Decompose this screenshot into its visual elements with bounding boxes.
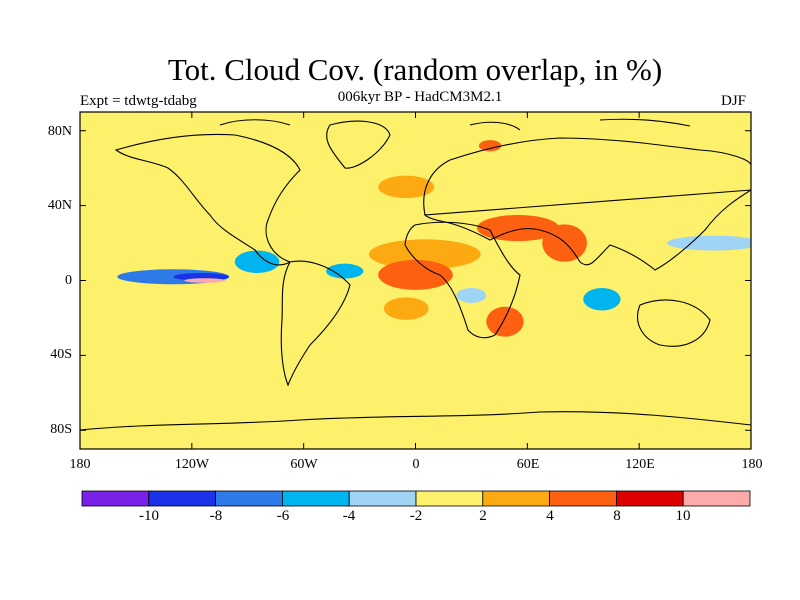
coastline-antarctica — [80, 411, 751, 431]
lon-tick-120e: 120E — [625, 457, 655, 472]
anomaly-region — [542, 224, 587, 262]
colorbar-swatch — [616, 490, 684, 507]
anomaly-region — [378, 259, 453, 290]
lon-tick-120w: 120W — [174, 457, 210, 472]
lat-tick-40n: 40N — [47, 198, 72, 213]
experiment-label: Expt = tdwtg-tdabg — [80, 93, 197, 109]
anomaly-region — [184, 278, 226, 283]
coastline-north-america — [114, 133, 301, 266]
colorbar-label: -2 — [409, 508, 423, 524]
anomaly-region — [326, 263, 364, 279]
lon-tick-180e: 180 — [741, 457, 763, 472]
colorbar-swatch — [281, 490, 350, 507]
colorbar-label: 10 — [675, 508, 691, 524]
map-subtitle: 006kyr BP - HadCM3M2.1 — [337, 89, 503, 105]
colorbar-label: 2 — [479, 508, 487, 524]
anomaly-region — [486, 306, 524, 337]
colorbar-label: 4 — [546, 508, 554, 524]
colorbar-swatch — [215, 490, 283, 507]
lon-tick-60w: 60W — [290, 457, 318, 472]
colorbar-label: -10 — [139, 508, 159, 524]
colorbar-swatch — [482, 490, 550, 507]
colorbar-label: -4 — [342, 508, 356, 524]
coastline-greenland — [326, 120, 391, 169]
lat-tick-40s: 40S — [50, 347, 72, 362]
coastline-south-america — [280, 260, 351, 387]
colorbar — [81, 490, 751, 507]
anomaly-region — [368, 239, 481, 270]
anomaly-region — [234, 250, 280, 274]
map-title: Tot. Cloud Cov. (random overlap, in %) — [167, 52, 663, 87]
anomaly-region — [383, 297, 429, 320]
anomaly-region — [378, 175, 435, 199]
anomaly-regions — [117, 140, 751, 337]
axis-ticks — [79, 112, 752, 449]
colorbar-swatch — [348, 490, 417, 507]
coastline-australia — [637, 299, 711, 347]
colorbar-swatch — [81, 490, 150, 507]
colorbar-label: 8 — [613, 508, 621, 524]
colorbar-swatch — [415, 490, 484, 507]
colorbar-swatch — [549, 490, 617, 507]
anomaly-region — [583, 287, 621, 311]
colorbar-swatch — [148, 490, 217, 507]
lon-tick-60e: 60E — [516, 457, 540, 472]
colorbar-label: -6 — [276, 508, 290, 524]
lat-tick-0: 0 — [65, 273, 72, 288]
anomaly-region — [477, 214, 560, 242]
coastline-arctic-islands — [219, 118, 691, 131]
lat-tick-80s: 80S — [50, 422, 72, 437]
season-label: DJF — [721, 93, 747, 109]
lon-tick-180w: 180 — [69, 457, 91, 472]
coastlines — [80, 118, 751, 431]
lat-tick-80n: 80N — [47, 124, 72, 139]
colorbar-swatch — [682, 490, 751, 507]
anomaly-region — [456, 287, 487, 303]
anomaly-region — [667, 235, 751, 251]
lon-tick-0: 0 — [412, 457, 420, 472]
colorbar-label: -8 — [209, 508, 223, 524]
coastline-africa — [404, 221, 521, 339]
anomaly-region — [478, 140, 502, 152]
coastline-eurasia — [423, 137, 751, 271]
